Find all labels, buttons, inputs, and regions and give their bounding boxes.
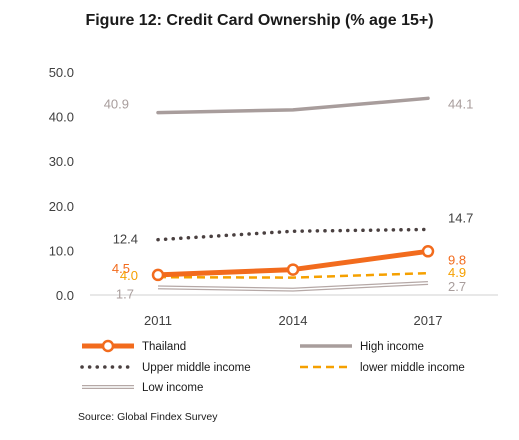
data-point-thailand — [151, 268, 165, 282]
data-label-high-income: 40.9 — [104, 97, 129, 112]
data-point-thailand — [286, 263, 300, 276]
data-point-thailand — [421, 245, 435, 258]
x-tick-label: 2014 — [279, 313, 308, 328]
y-tick-label: 20.0 — [49, 199, 74, 214]
y-tick-label: 0.0 — [56, 288, 74, 303]
data-label-upper-middle-income: 12.4 — [113, 232, 138, 247]
data-label-upper-middle-income: 14.7 — [448, 210, 473, 225]
series-line-low-income-inner — [157, 282, 429, 291]
y-tick-label: 50.0 — [49, 65, 74, 80]
series-line-upper-middle-income — [156, 227, 430, 242]
data-label-thailand: 9.8 — [448, 252, 466, 267]
data-label-thailand: 4.5 — [112, 261, 130, 276]
data-label-low-income: 1.7 — [116, 286, 134, 301]
y-tick-label: 30.0 — [49, 154, 74, 169]
y-tick-label: 10.0 — [49, 243, 74, 258]
series-line-lower-middle-income — [157, 271, 429, 279]
legend-label-upper-middle-income: Upper middle income — [142, 362, 251, 374]
legend-label-low-income: Low income — [142, 382, 203, 394]
series-line-high-income — [156, 96, 430, 115]
data-label-lower-middle-income: 4.0 — [120, 268, 138, 283]
y-tick-label: 40.0 — [49, 110, 74, 125]
legend-label-lower-middle-income: lower middle income — [360, 362, 465, 374]
x-tick-label: 2017 — [414, 313, 443, 328]
legend-label-high-income: High income — [360, 341, 424, 353]
data-label-low-income: 2.7 — [448, 279, 466, 294]
legend-label-thailand: Thailand — [142, 341, 186, 353]
data-label-lower-middle-income: 4.9 — [448, 265, 466, 280]
data-label-high-income: 44.1 — [448, 96, 473, 111]
source-note: Source: Global Findex Survey — [78, 411, 218, 423]
legend-marker-thailand — [101, 339, 115, 353]
x-tick-label: 2011 — [144, 313, 172, 328]
chart-title: Figure 12: Credit Card Ownership (% age … — [85, 12, 434, 29]
